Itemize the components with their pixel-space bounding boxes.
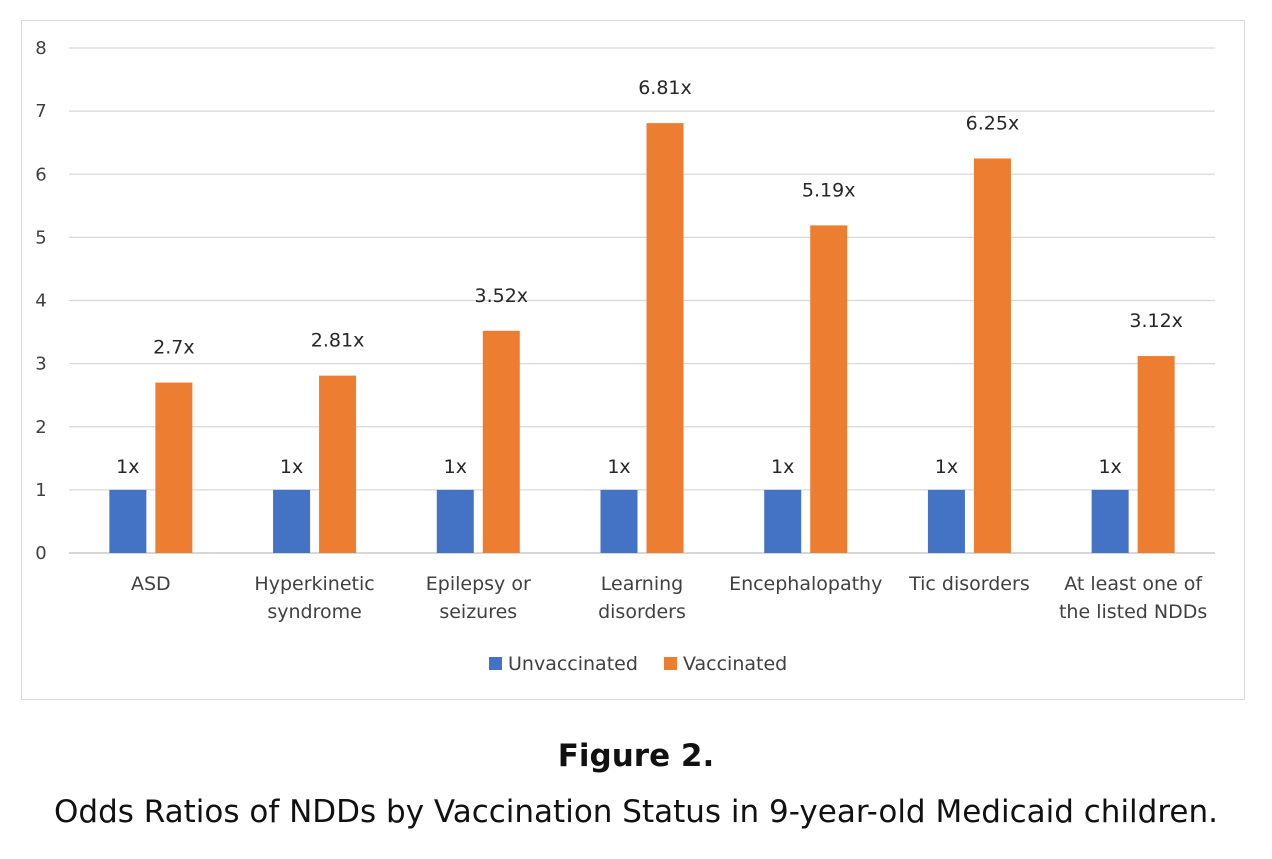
unvaccinated-data-label: 1x — [771, 456, 794, 478]
figure-caption: Odds Ratios of NDDs by Vaccination Statu… — [54, 794, 1218, 830]
y-tick-label: 8 — [35, 38, 46, 59]
y-tick-label: 4 — [35, 291, 46, 312]
category-label: At least one of — [1064, 573, 1203, 595]
unvaccinated-data-label: 1x — [607, 456, 630, 478]
vaccinated-bar — [482, 330, 520, 553]
unvaccinated-legend-label: Unvaccinated — [508, 653, 638, 675]
y-tick-label: 1 — [35, 480, 46, 501]
unvaccinated-bar — [109, 489, 147, 553]
unvaccinated-data-label: 1x — [935, 456, 958, 478]
bar-chart: 0 1 2 3 4 5 6 7 8 1x 2.7x ASD 1x 2.81x Hyperkinetic syn… — [35, 38, 1215, 675]
vaccinated-legend-swatch — [664, 657, 677, 670]
vaccinated-bar — [1137, 356, 1175, 553]
category-label: Tic disorders — [908, 573, 1030, 595]
category-label: ASD — [131, 573, 171, 595]
vaccinated-data-label: 2.81x — [311, 330, 365, 352]
unvaccinated-data-label: 1x — [1098, 456, 1121, 478]
category-label: the listed NDDs — [1059, 601, 1207, 623]
unvaccinated-legend-swatch — [489, 657, 502, 670]
vaccinated-bar — [973, 158, 1011, 553]
y-tick-label: 7 — [35, 101, 46, 122]
y-tick-label: 5 — [35, 227, 46, 248]
chart-frame — [21, 20, 1245, 700]
vaccinated-data-label: 6.81x — [638, 77, 692, 99]
category-label: syndrome — [267, 601, 361, 623]
figure-title: Figure 2. — [557, 738, 715, 774]
unvaccinated-data-label: 1x — [444, 456, 467, 478]
vaccinated-bar — [155, 382, 193, 553]
category-label: Learning — [601, 573, 684, 595]
vaccinated-bar — [646, 123, 684, 554]
y-tick-label: 0 — [35, 543, 46, 564]
category-label: seizures — [439, 601, 517, 623]
vaccinated-bar — [810, 225, 848, 553]
vaccinated-data-label: 2.7x — [153, 337, 194, 359]
vaccinated-legend-label: Vaccinated — [683, 653, 787, 675]
unvaccinated-bar — [764, 489, 802, 553]
unvaccinated-bar — [1091, 489, 1129, 553]
unvaccinated-data-label: 1x — [280, 456, 303, 478]
vaccinated-data-label: 3.52x — [475, 285, 529, 307]
unvaccinated-bar — [600, 489, 638, 553]
category-label: Hyperkinetic — [254, 573, 374, 595]
unvaccinated-bar — [436, 489, 474, 553]
y-tick-label: 6 — [35, 164, 46, 185]
unvaccinated-bar — [273, 489, 311, 553]
vaccinated-data-label: 5.19x — [802, 179, 856, 201]
unvaccinated-bar — [927, 489, 965, 553]
vaccinated-data-label: 3.12x — [1129, 310, 1183, 332]
y-tick-label: 2 — [35, 417, 46, 438]
vaccinated-bar — [319, 375, 357, 553]
y-tick-label: 3 — [35, 354, 46, 375]
category-label: Epilepsy or — [426, 573, 531, 595]
category-label: disorders — [598, 601, 686, 623]
unvaccinated-data-label: 1x — [116, 456, 139, 478]
category-label: Encephalopathy — [729, 573, 882, 595]
vaccinated-data-label: 6.25x — [966, 112, 1020, 134]
